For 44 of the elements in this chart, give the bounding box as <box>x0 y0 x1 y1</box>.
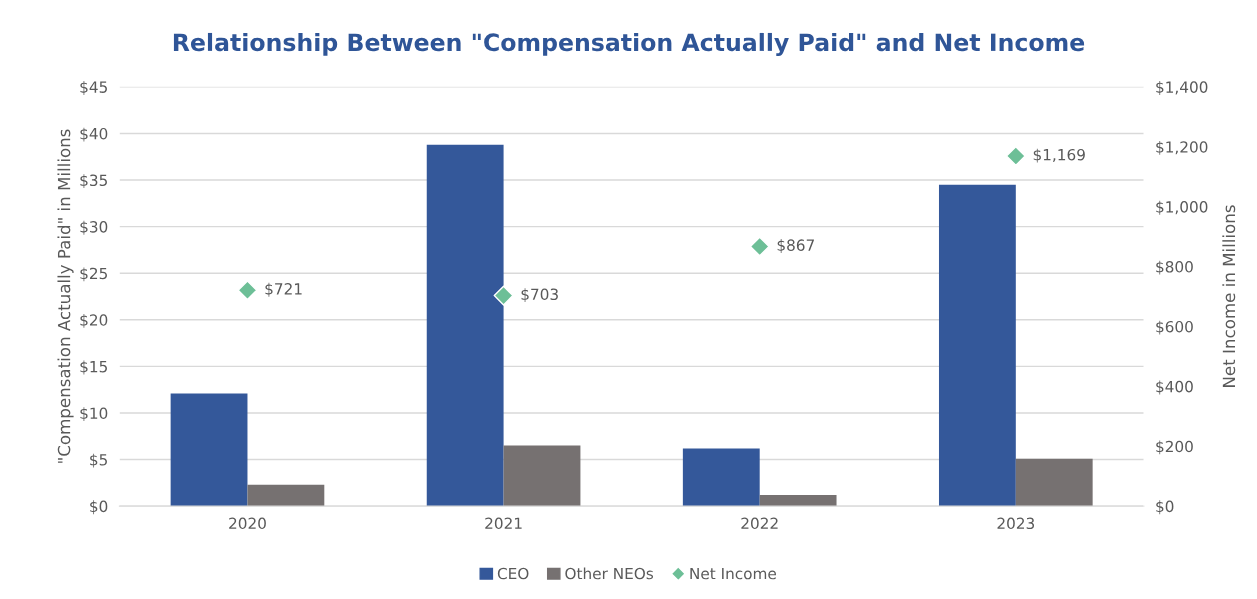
y-tick-label: $0 <box>90 500 108 515</box>
y2-tick-label: $200 <box>1156 440 1193 455</box>
legend-label: Net Income <box>690 567 776 580</box>
x-tick-label: 2020 <box>229 517 266 530</box>
y2-tick-label: $600 <box>1156 320 1193 335</box>
point <box>749 236 770 257</box>
data-label: $703 <box>521 288 558 303</box>
y-tick-label: $45 <box>80 81 107 95</box>
bar <box>426 144 504 507</box>
data-label: $867 <box>777 239 814 253</box>
point <box>1005 146 1026 167</box>
bar <box>503 445 581 507</box>
bar <box>247 484 325 507</box>
data-label: $1,169 <box>1033 148 1085 163</box>
x-tick-label: 2021 <box>485 517 522 530</box>
y-tick-label: $35 <box>80 174 107 189</box>
bar <box>170 393 248 507</box>
x-tick-label: 2022 <box>741 517 778 530</box>
y-tick-label: $15 <box>80 360 107 375</box>
y2-tick-label: $1,200 <box>1156 140 1208 155</box>
point <box>493 285 514 306</box>
y-tick-label: $40 <box>80 127 108 142</box>
y-tick-label: $5 <box>90 453 107 468</box>
y-axis-title: "Compensation Actually Paid" in Millions <box>57 129 74 463</box>
y-tick-label: $20 <box>80 314 108 328</box>
legend-label: Other NEOs <box>565 567 654 580</box>
bar <box>938 184 1016 507</box>
chart-title: Relationship Between "Compensation Actually Paid" and Net Income <box>173 32 1085 56</box>
y2-axis-title: Net Income in Millions <box>1222 205 1236 387</box>
y-tick-label: $30 <box>80 220 108 235</box>
bar <box>682 448 760 507</box>
bar <box>1015 458 1093 507</box>
y2-tick-label: $400 <box>1156 380 1193 395</box>
y2-tick-label: $800 <box>1156 260 1193 275</box>
y2-tick-label: $1,400 <box>1156 81 1208 95</box>
point <box>237 280 258 301</box>
y-tick-label: $25 <box>80 267 107 282</box>
data-label: $721 <box>265 282 302 297</box>
bar <box>759 494 837 507</box>
y2-tick-label: $0 <box>1156 500 1174 515</box>
y-tick-label: $10 <box>80 407 108 422</box>
legend-label: CEO <box>497 567 529 580</box>
x-tick-label: 2023 <box>997 517 1035 530</box>
y2-tick-label: $1,000 <box>1156 200 1208 215</box>
